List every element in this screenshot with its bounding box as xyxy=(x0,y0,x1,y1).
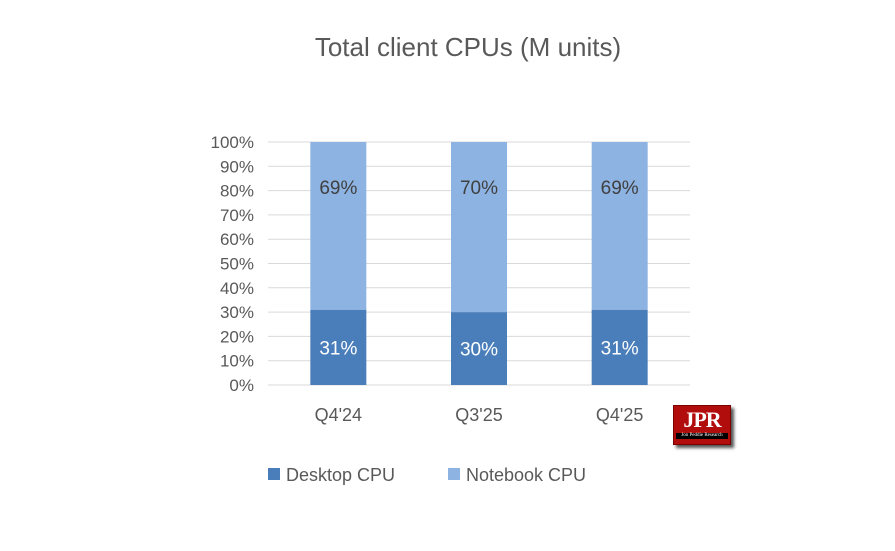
y-tick-label: 90% xyxy=(220,157,254,176)
y-tick-label: 0% xyxy=(229,376,254,395)
bar-notebook-cpu xyxy=(591,142,648,310)
y-tick-label: 80% xyxy=(220,182,254,201)
bar-desktop-cpu xyxy=(591,309,648,385)
x-axis-labels: Q4'24 Q3'25 Q4'25 xyxy=(315,405,644,425)
jpr-logo: JPR Jon Peddie Research xyxy=(673,405,731,445)
y-tick-label: 100% xyxy=(211,133,254,152)
y-axis-ticks: 0% 10% 20% 30% 40% 50% 60% 70% 80% 90% 100% xyxy=(211,133,254,395)
x-category-label: Q3'25 xyxy=(455,405,502,425)
data-label: 30% xyxy=(460,340,498,361)
y-tick-label: 10% xyxy=(220,352,254,371)
logo-subtext: Jon Peddie Research xyxy=(676,433,728,439)
y-tick-label: 50% xyxy=(220,255,254,274)
legend-label: Notebook CPU xyxy=(466,465,586,485)
legend-item: Notebook CPU xyxy=(448,465,586,485)
y-tick-label: 70% xyxy=(220,206,254,225)
bars: 31% 69% 30% 70% 31% 69% xyxy=(310,142,648,385)
data-label: 69% xyxy=(601,178,639,199)
data-label: 69% xyxy=(319,178,357,199)
y-tick-label: 40% xyxy=(220,279,254,298)
logo-text: JPR xyxy=(683,407,721,432)
bar-notebook-cpu xyxy=(310,142,367,310)
data-label: 70% xyxy=(460,178,498,199)
legend-swatch xyxy=(448,468,460,480)
x-category-label: Q4'24 xyxy=(315,405,362,425)
data-label: 31% xyxy=(319,338,357,359)
y-tick-label: 20% xyxy=(220,327,254,346)
data-label: 31% xyxy=(601,338,639,359)
y-tick-label: 60% xyxy=(220,230,254,249)
y-tick-label: 30% xyxy=(220,303,254,322)
bar-desktop-cpu xyxy=(310,309,367,385)
chart-title: Total client CPUs (M units) xyxy=(315,32,621,62)
legend-item: Desktop CPU xyxy=(268,465,395,485)
x-category-label: Q4'25 xyxy=(596,405,643,425)
bar-notebook-cpu xyxy=(451,142,507,313)
bar-desktop-cpu xyxy=(451,312,507,385)
legend-swatch xyxy=(268,468,280,480)
legend-label: Desktop CPU xyxy=(286,465,395,485)
legend: Desktop CPU Notebook CPU xyxy=(268,465,586,485)
